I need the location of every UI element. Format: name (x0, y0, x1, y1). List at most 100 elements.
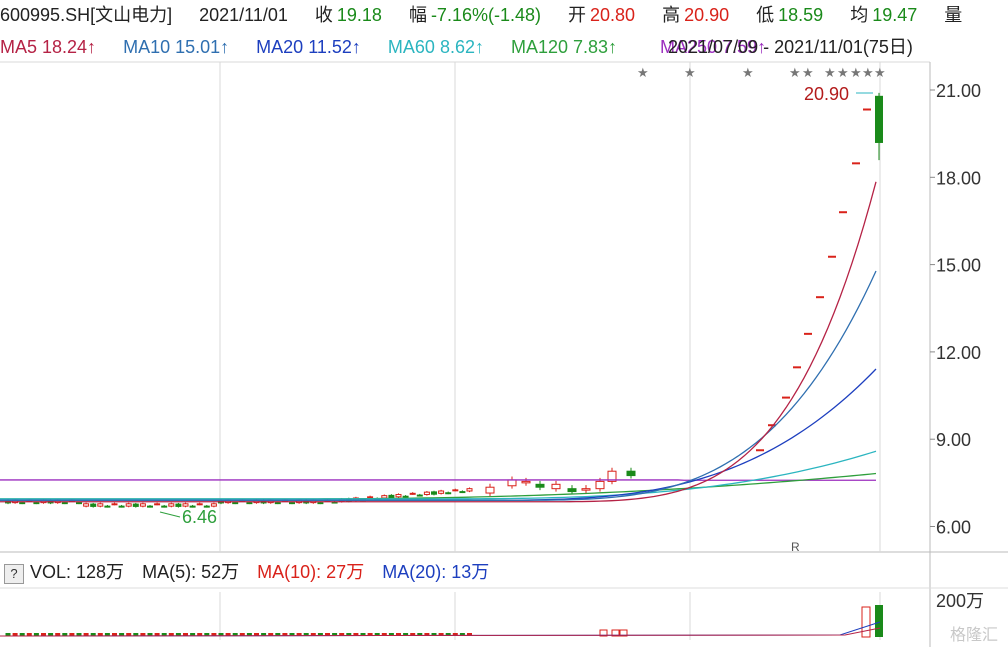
volume-bar (168, 633, 174, 636)
ma10-line (0, 270, 877, 501)
ma-header: MA5 18.24↑ MA10 15.01↑ MA20 11.52↑ MA60 … (0, 36, 621, 58)
candle-body (210, 503, 217, 507)
candle-body (132, 503, 139, 507)
candle-body (203, 505, 210, 508)
ma120-value: MA120 7.83↑ (511, 37, 618, 57)
volume-bar (33, 633, 39, 636)
ma250-overlap: MA250 7.59↑ (660, 36, 770, 58)
volume-bar (346, 633, 352, 636)
vol-ma5: MA(5): 52万 (142, 562, 240, 582)
volume-tick-label: 200万 (936, 591, 984, 611)
y-tick-label: 12.00 (936, 343, 981, 363)
event-star-icon: ★ (802, 65, 814, 80)
quote-date: 2021/11/01 (199, 5, 288, 25)
candle-body (182, 503, 189, 507)
volume-bar (452, 633, 458, 636)
volume-bar (48, 633, 54, 636)
volume-bar (467, 633, 472, 636)
volume-bar (438, 633, 444, 636)
volume-bar (104, 633, 110, 636)
volume-bar (62, 633, 68, 636)
candle-body (147, 505, 153, 508)
candle-body (581, 488, 591, 491)
candle-body (139, 503, 146, 507)
volume-bar (403, 633, 409, 636)
volume-bar (459, 633, 465, 636)
volume-bar (417, 633, 423, 636)
volume-bar (325, 633, 330, 636)
candle-body (104, 505, 111, 508)
ma20-value: MA20 11.52↑ (256, 37, 361, 57)
candle-body (607, 470, 617, 482)
candle-body (452, 489, 459, 492)
candle-body (118, 505, 125, 508)
volume-bar (374, 633, 380, 636)
y-tick-label: 9.00 (936, 430, 971, 450)
candle-body (125, 503, 132, 507)
volume-bar (619, 629, 628, 637)
candle-body (97, 503, 104, 507)
volume-bar (161, 633, 167, 636)
candle-body (189, 505, 196, 508)
volume-bar (317, 633, 323, 636)
event-star-icon: ★ (862, 65, 874, 80)
volume-bar (126, 633, 132, 636)
volume-bar (147, 633, 153, 636)
close-value: 19.18 (336, 5, 382, 25)
candle-body (485, 486, 495, 494)
volume-label: 量 (944, 5, 963, 25)
ma5-line (0, 181, 877, 503)
ma10-value: MA10 15.01↑ (123, 37, 230, 57)
open-value: 20.80 (590, 5, 636, 25)
candle-body (161, 505, 168, 508)
high-label: 高 (662, 5, 681, 25)
change-value: -7.16%(-1.48) (430, 5, 541, 25)
vol-value: VOL: 128万 (30, 562, 125, 582)
volume-bar (76, 633, 82, 636)
candle-body (381, 495, 388, 499)
event-star-icon: ★ (874, 65, 886, 80)
volume-bar (268, 633, 274, 636)
volume-bar (26, 633, 32, 636)
volume-bar (875, 605, 883, 637)
candle-body (445, 492, 452, 495)
ma120-line (0, 472, 877, 500)
candle-body (76, 502, 82, 505)
candle-body (274, 502, 281, 505)
volume-bar (154, 633, 160, 636)
y-tick-label: 18.00 (936, 168, 981, 188)
event-star-icon: ★ (637, 65, 649, 80)
candle-body (246, 502, 253, 505)
volume-bar (55, 633, 61, 636)
high-price-label: 20.90 (804, 84, 849, 104)
low-label: 低 (756, 5, 775, 25)
volume-bar (296, 633, 302, 636)
low-price-label: 6.46 (182, 507, 217, 527)
candle-body (626, 470, 636, 477)
candle-body (367, 496, 374, 499)
volume-bar (254, 633, 259, 636)
vol-ma20: MA(20): 13万 (382, 562, 490, 582)
volume-bar (424, 633, 430, 636)
volume-bar (396, 633, 401, 636)
event-star-icon: ★ (742, 65, 754, 80)
volume-bar (90, 633, 96, 636)
volume-bar (19, 633, 25, 636)
change-label: 幅 (408, 5, 427, 25)
candle-body (90, 503, 97, 507)
candle-body (416, 494, 423, 497)
candle-body (154, 503, 161, 506)
help-icon[interactable]: ? (4, 564, 24, 584)
volume-bar (225, 633, 231, 636)
volume-bar (112, 633, 117, 636)
low-value: 18.59 (778, 5, 824, 25)
volume-bar (69, 633, 75, 636)
y-tick-label: 6.00 (936, 518, 971, 538)
candle-body (521, 480, 531, 484)
volume-bar (360, 633, 366, 636)
volume-bar (97, 633, 103, 636)
ma250-value: MA250 7.59↑ (660, 37, 767, 57)
event-star-icon: ★ (684, 65, 696, 80)
volume-bar (310, 633, 316, 636)
